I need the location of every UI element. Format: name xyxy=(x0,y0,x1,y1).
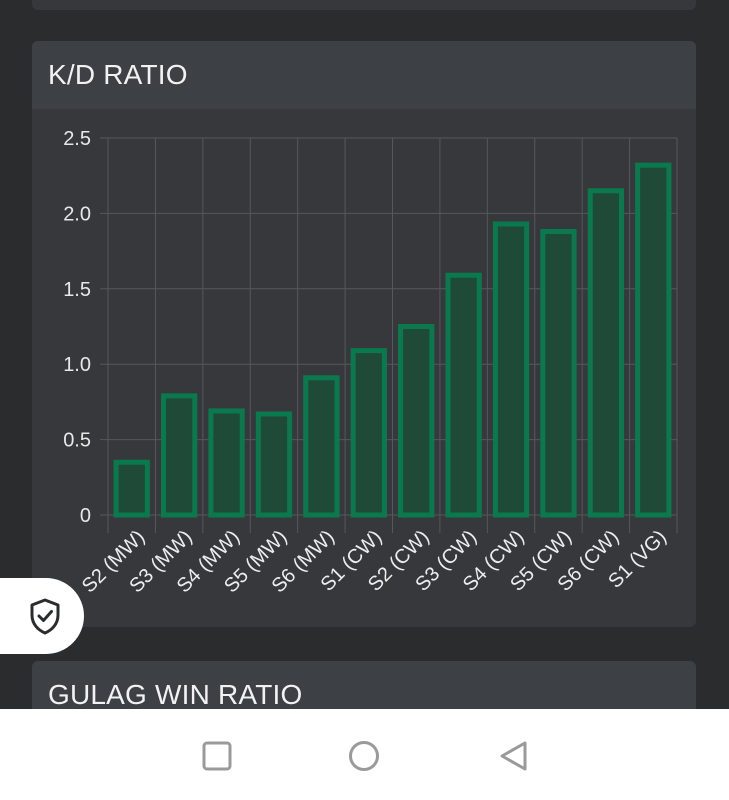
shield-button[interactable] xyxy=(0,578,84,654)
bar xyxy=(303,375,340,518)
bar xyxy=(113,459,150,518)
square-icon xyxy=(202,741,232,771)
bar xyxy=(398,324,435,518)
bar xyxy=(208,408,245,518)
kd-ratio-chart: 00.51.01.52.02.5S2 (MW)S3 (MW)S4 (MW)S5 … xyxy=(63,128,678,597)
y-tick-label: 0 xyxy=(80,505,91,527)
bar xyxy=(540,228,577,518)
shield-check-icon xyxy=(30,598,60,635)
y-tick-label: 2.5 xyxy=(63,128,91,150)
bar xyxy=(635,162,672,518)
bar xyxy=(160,393,198,518)
bar xyxy=(255,411,293,518)
y-tick-label: 2.0 xyxy=(63,203,91,225)
home-button[interactable] xyxy=(347,739,381,773)
previous-card xyxy=(32,0,696,10)
recents-button[interactable] xyxy=(200,739,234,773)
circle-icon xyxy=(349,741,379,771)
kd-ratio-card: K/D RATIO xyxy=(32,41,696,627)
y-tick-label: 1.0 xyxy=(63,354,91,376)
triangle-back-icon xyxy=(500,741,527,771)
y-tick-label: 0.5 xyxy=(63,430,91,452)
back-button[interactable] xyxy=(496,739,530,773)
y-tick-label: 1.5 xyxy=(63,279,91,301)
bar xyxy=(445,272,482,518)
bar xyxy=(350,348,387,518)
card-title: K/D RATIO xyxy=(32,41,696,109)
bar xyxy=(492,221,530,518)
bar xyxy=(587,188,625,518)
system-navigation-bar xyxy=(0,709,729,800)
